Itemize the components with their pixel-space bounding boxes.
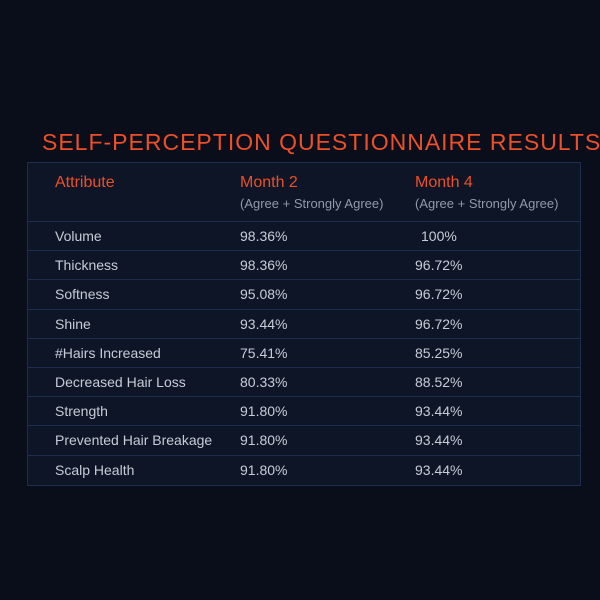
table-row: Decreased Hair Loss 80.33% 88.52% — [28, 368, 580, 398]
column-header-month2: Month 2 (Agree + Strongly Agree) — [240, 174, 415, 221]
month4-cell: 96.72% — [415, 315, 463, 332]
month4-cell: 100% — [421, 228, 457, 245]
column-header-month2-sublabel: (Agree + Strongly Agree) — [240, 196, 384, 211]
month4-cell: 85.25% — [415, 344, 463, 361]
attribute-cell: Softness — [55, 286, 110, 303]
month2-cell: 91.80% — [240, 462, 288, 479]
column-header-month2-label: Month 2 — [240, 174, 298, 191]
month2-cell: 98.36% — [240, 257, 288, 274]
table-row: Softness 95.08% 96.72% — [28, 280, 580, 310]
month4-cell: 93.44% — [415, 432, 463, 449]
column-header-month4-label: Month 4 — [415, 174, 473, 191]
attribute-cell: Thickness — [55, 257, 119, 274]
month2-cell: 91.80% — [240, 403, 288, 420]
table-row: Prevented Hair Breakage 91.80% 93.44% — [28, 426, 580, 456]
table-row: #Hairs Increased 75.41% 85.25% — [28, 339, 580, 368]
month4-cell: 96.72% — [415, 257, 463, 274]
month2-cell: 93.44% — [240, 315, 288, 332]
column-header-month4: Month 4 (Agree + Strongly Agree) — [415, 174, 580, 221]
column-header-attribute: Attribute — [55, 174, 240, 221]
month4-cell: 96.72% — [415, 286, 463, 303]
month2-cell: 75.41% — [240, 344, 288, 361]
table-row: Strength 91.80% 93.44% — [28, 397, 580, 427]
attribute-cell: Scalp Health — [55, 462, 135, 479]
column-header-month4-sublabel: (Agree + Strongly Agree) — [415, 196, 559, 211]
attribute-cell: Strength — [55, 403, 108, 420]
table-row: Shine 93.44% 96.72% — [28, 310, 580, 339]
table-body: Volume 98.36% 100% Thickness 98.36% 96.72% Sof… — [28, 222, 580, 485]
attribute-cell: #Hairs Increased — [55, 344, 161, 361]
month4-cell: 93.44% — [415, 462, 463, 479]
month2-cell: 95.08% — [240, 286, 288, 303]
month2-cell: 91.80% — [240, 432, 288, 449]
results-table: Attribute Month 2 (Agree + Strongly Agre… — [27, 162, 581, 486]
attribute-cell: Shine — [55, 315, 91, 332]
month2-cell: 98.36% — [240, 228, 288, 245]
month2-cell: 80.33% — [240, 374, 288, 391]
column-header-attribute-label: Attribute — [55, 174, 115, 191]
attribute-cell: Prevented Hair Breakage — [55, 432, 213, 449]
table-row: Volume 98.36% 100% — [28, 222, 580, 252]
table-header-row: Attribute Month 2 (Agree + Strongly Agre… — [28, 163, 580, 222]
table-row: Thickness 98.36% 96.72% — [28, 251, 580, 281]
page-title: SELF-PERCEPTION QUESTIONNAIRE RESULTS — [42, 129, 600, 155]
month4-cell: 88.52% — [415, 374, 463, 391]
table-row: Scalp Health 91.80% 93.44% — [28, 456, 580, 485]
month4-cell: 93.44% — [415, 403, 463, 420]
attribute-cell: Volume — [55, 228, 102, 245]
attribute-cell: Decreased Hair Loss — [55, 374, 186, 391]
